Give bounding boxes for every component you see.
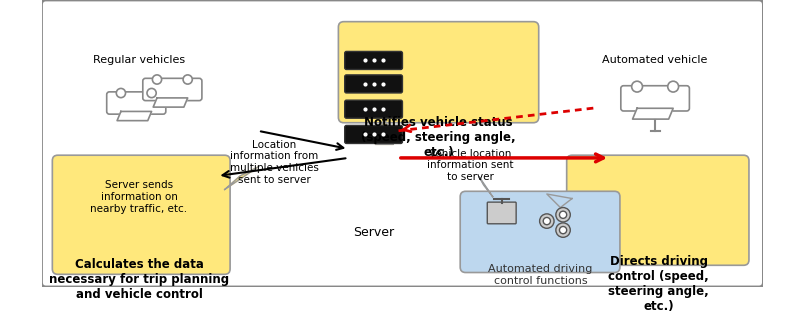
Polygon shape	[375, 117, 394, 144]
FancyBboxPatch shape	[142, 78, 202, 100]
Circle shape	[153, 75, 162, 84]
Circle shape	[147, 88, 156, 98]
FancyBboxPatch shape	[345, 75, 402, 93]
Circle shape	[556, 223, 570, 237]
Circle shape	[543, 218, 550, 225]
Polygon shape	[633, 108, 673, 119]
Text: Automated vehicle: Automated vehicle	[602, 55, 708, 65]
Text: Location
information from
multiple vehicles
sent to server: Location information from multiple vehic…	[230, 140, 318, 185]
Text: Automated driving
control functions: Automated driving control functions	[488, 264, 593, 286]
FancyBboxPatch shape	[52, 155, 230, 274]
Text: Server sends
information on
nearby traffic, etc.: Server sends information on nearby traff…	[90, 181, 187, 214]
Circle shape	[540, 214, 554, 228]
FancyBboxPatch shape	[621, 86, 690, 111]
FancyBboxPatch shape	[42, 0, 763, 287]
Text: Directs driving
control (speed,
steering angle,
etc.): Directs driving control (speed, steering…	[608, 255, 709, 313]
Circle shape	[183, 75, 192, 84]
FancyBboxPatch shape	[106, 92, 166, 114]
FancyBboxPatch shape	[338, 22, 538, 123]
Circle shape	[556, 208, 570, 222]
FancyBboxPatch shape	[345, 52, 402, 69]
Circle shape	[559, 226, 566, 234]
Polygon shape	[117, 111, 151, 121]
Text: Server: Server	[353, 226, 394, 239]
Circle shape	[668, 81, 678, 92]
Circle shape	[632, 81, 642, 92]
Polygon shape	[153, 98, 188, 107]
Text: Vehicle location
information sent
to server: Vehicle location information sent to ser…	[427, 149, 514, 182]
Polygon shape	[479, 177, 493, 197]
Text: Notifies vehicle status
(speed, steering angle,
etc.): Notifies vehicle status (speed, steering…	[362, 115, 516, 158]
FancyBboxPatch shape	[345, 100, 402, 118]
FancyBboxPatch shape	[487, 202, 516, 224]
FancyBboxPatch shape	[566, 155, 749, 265]
FancyBboxPatch shape	[345, 125, 402, 143]
Text: Regular vehicles: Regular vehicles	[93, 55, 185, 65]
Circle shape	[559, 211, 566, 218]
Circle shape	[116, 88, 126, 98]
Polygon shape	[225, 167, 258, 190]
Text: Calculates the data
necessary for trip planning
and vehicle control: Calculates the data necessary for trip p…	[49, 258, 229, 301]
Polygon shape	[547, 194, 572, 208]
FancyBboxPatch shape	[460, 191, 620, 273]
